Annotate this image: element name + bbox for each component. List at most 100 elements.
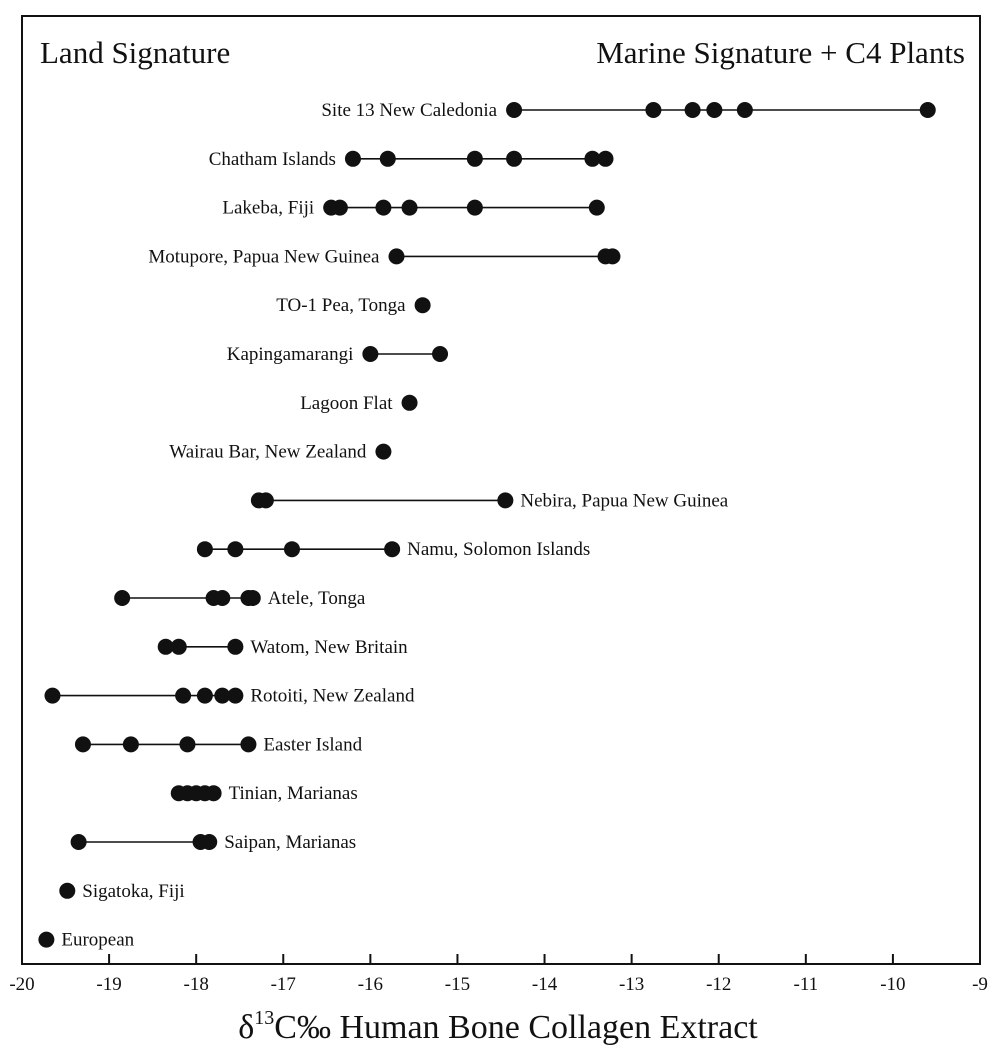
data-point-1-1	[379, 150, 396, 167]
site-label-11: Watom, New Britain	[250, 637, 408, 658]
site-label-10: Atele, Tonga	[268, 588, 366, 609]
data-point-11-2	[227, 638, 244, 655]
x-tick-label-4: -16	[358, 974, 383, 995]
data-point-0-1	[645, 102, 662, 118]
data-point-13-0	[74, 736, 91, 753]
data-point-7-0	[375, 443, 392, 460]
data-point-11-0	[157, 638, 174, 655]
site-row-7: Wairau Bar, New Zealand	[169, 442, 392, 463]
data-point-9-1	[227, 541, 244, 558]
data-point-9-0	[196, 541, 213, 558]
data-point-8-1	[257, 492, 274, 509]
site-row-17: European	[38, 930, 135, 951]
data-point-10-0	[114, 590, 131, 606]
data-point-2-4	[466, 199, 483, 216]
site-row-8: Nebira, Papua New Guinea	[250, 490, 729, 511]
site-row-13: Easter Island	[74, 734, 363, 755]
data-point-6-0	[401, 394, 418, 411]
site-row-6: Lagoon Flat	[300, 393, 418, 414]
data-point-1-5	[597, 150, 614, 167]
x-tick-label-9: -11	[794, 974, 819, 995]
data-point-5-0	[362, 346, 379, 362]
site-row-2: Lakeba, Fiji	[222, 198, 605, 219]
site-row-11: Watom, New Britain	[157, 637, 408, 658]
data-point-12-3	[214, 687, 231, 704]
x-tick-label-7: -13	[619, 974, 644, 995]
site-row-10: Atele, Tonga	[114, 588, 366, 609]
data-point-1-0	[344, 150, 361, 167]
data-point-13-3	[240, 736, 257, 753]
data-point-13-2	[179, 736, 196, 753]
x-tick-label-5: -15	[445, 974, 470, 995]
site-label-12: Rotoiti, New Zealand	[250, 686, 415, 707]
x-tick-label-6: -14	[532, 974, 558, 995]
data-point-17-0	[38, 931, 55, 948]
x-tick-label-10: -10	[880, 974, 905, 995]
site-label-4: TO-1 Pea, Tonga	[276, 295, 406, 316]
data-point-13-1	[122, 736, 139, 753]
site-label-17: European	[61, 930, 134, 951]
x-tick-label-1: -19	[96, 974, 121, 995]
site-row-1: Chatham Islands	[209, 149, 614, 170]
site-label-3: Motupore, Papua New Guinea	[148, 246, 380, 267]
site-label-6: Lagoon Flat	[300, 393, 393, 414]
data-point-16-0	[59, 882, 76, 899]
data-point-2-3	[401, 199, 418, 216]
data-point-5-1	[432, 346, 449, 362]
site-row-12: Rotoiti, New Zealand	[44, 686, 415, 707]
data-point-1-2	[466, 150, 483, 167]
site-label-14: Tinian, Marianas	[229, 783, 358, 804]
site-row-5: Kapingamarangi	[227, 344, 449, 365]
x-axis-ticks: -20 -19 -18 -17 -16 -15 -14 -13 -12 -11 -10 -9	[9, 954, 988, 995]
data-point-1-3	[506, 150, 523, 167]
data-point-2-2	[375, 199, 392, 216]
data-point-9-3	[384, 541, 401, 558]
site-label-5: Kapingamarangi	[227, 344, 354, 365]
data-point-12-0	[44, 687, 61, 704]
data-point-3-2	[604, 248, 621, 265]
data-point-15-0	[70, 834, 87, 850]
series-layer: Site 13 New Caledonia Chatham Islands Lake…	[38, 100, 936, 951]
site-row-15: Saipan, Marianas	[70, 832, 356, 853]
x-axis-title-text: C‰ Human Bone Collagen Extract	[274, 1009, 758, 1046]
data-point-2-5	[588, 199, 605, 216]
data-point-1-4	[584, 150, 601, 167]
site-row-9: Namu, Solomon Islands	[196, 539, 590, 560]
site-row-16: Sigatoka, Fiji	[59, 881, 185, 902]
x-axis-title: δ13C‰ Human Bone Collagen Extract	[238, 1007, 758, 1046]
data-point-0-4	[736, 102, 753, 118]
plot-frame	[21, 15, 981, 965]
site-label-7: Wairau Bar, New Zealand	[169, 442, 367, 463]
site-label-2: Lakeba, Fiji	[222, 198, 314, 219]
x-axis-title-delta: δ	[238, 1009, 254, 1046]
data-point-0-5	[919, 102, 936, 118]
site-row-0: Site 13 New Caledonia	[321, 100, 936, 121]
site-label-1: Chatham Islands	[209, 149, 336, 170]
data-point-9-2	[283, 541, 300, 558]
site-row-3: Motupore, Papua New Guinea	[148, 246, 621, 267]
site-label-16: Sigatoka, Fiji	[82, 881, 184, 902]
x-tick-label-3: -17	[271, 974, 296, 995]
data-point-4-0	[414, 297, 431, 314]
marine-signature-label: Marine Signature + C4 Plants	[596, 35, 965, 70]
site-row-14: Tinian, Marianas	[170, 783, 358, 804]
site-label-15: Saipan, Marianas	[224, 832, 356, 853]
site-label-0: Site 13 New Caledonia	[321, 100, 497, 121]
data-point-14-4	[205, 785, 222, 802]
site-label-13: Easter Island	[263, 734, 362, 755]
data-point-12-2	[196, 687, 213, 704]
data-point-11-1	[170, 638, 187, 655]
data-point-3-0	[388, 248, 405, 265]
data-point-12-4	[227, 687, 244, 704]
site-row-4: TO-1 Pea, Tonga	[276, 295, 431, 316]
data-point-0-0	[506, 102, 523, 118]
x-tick-label-0: -20	[9, 974, 34, 995]
data-point-0-3	[706, 102, 723, 118]
x-tick-label-11: -9	[972, 974, 988, 995]
site-label-8: Nebira, Papua New Guinea	[520, 490, 728, 511]
data-point-12-1	[175, 687, 192, 704]
data-point-15-2	[201, 834, 218, 850]
data-point-0-2	[684, 102, 701, 118]
